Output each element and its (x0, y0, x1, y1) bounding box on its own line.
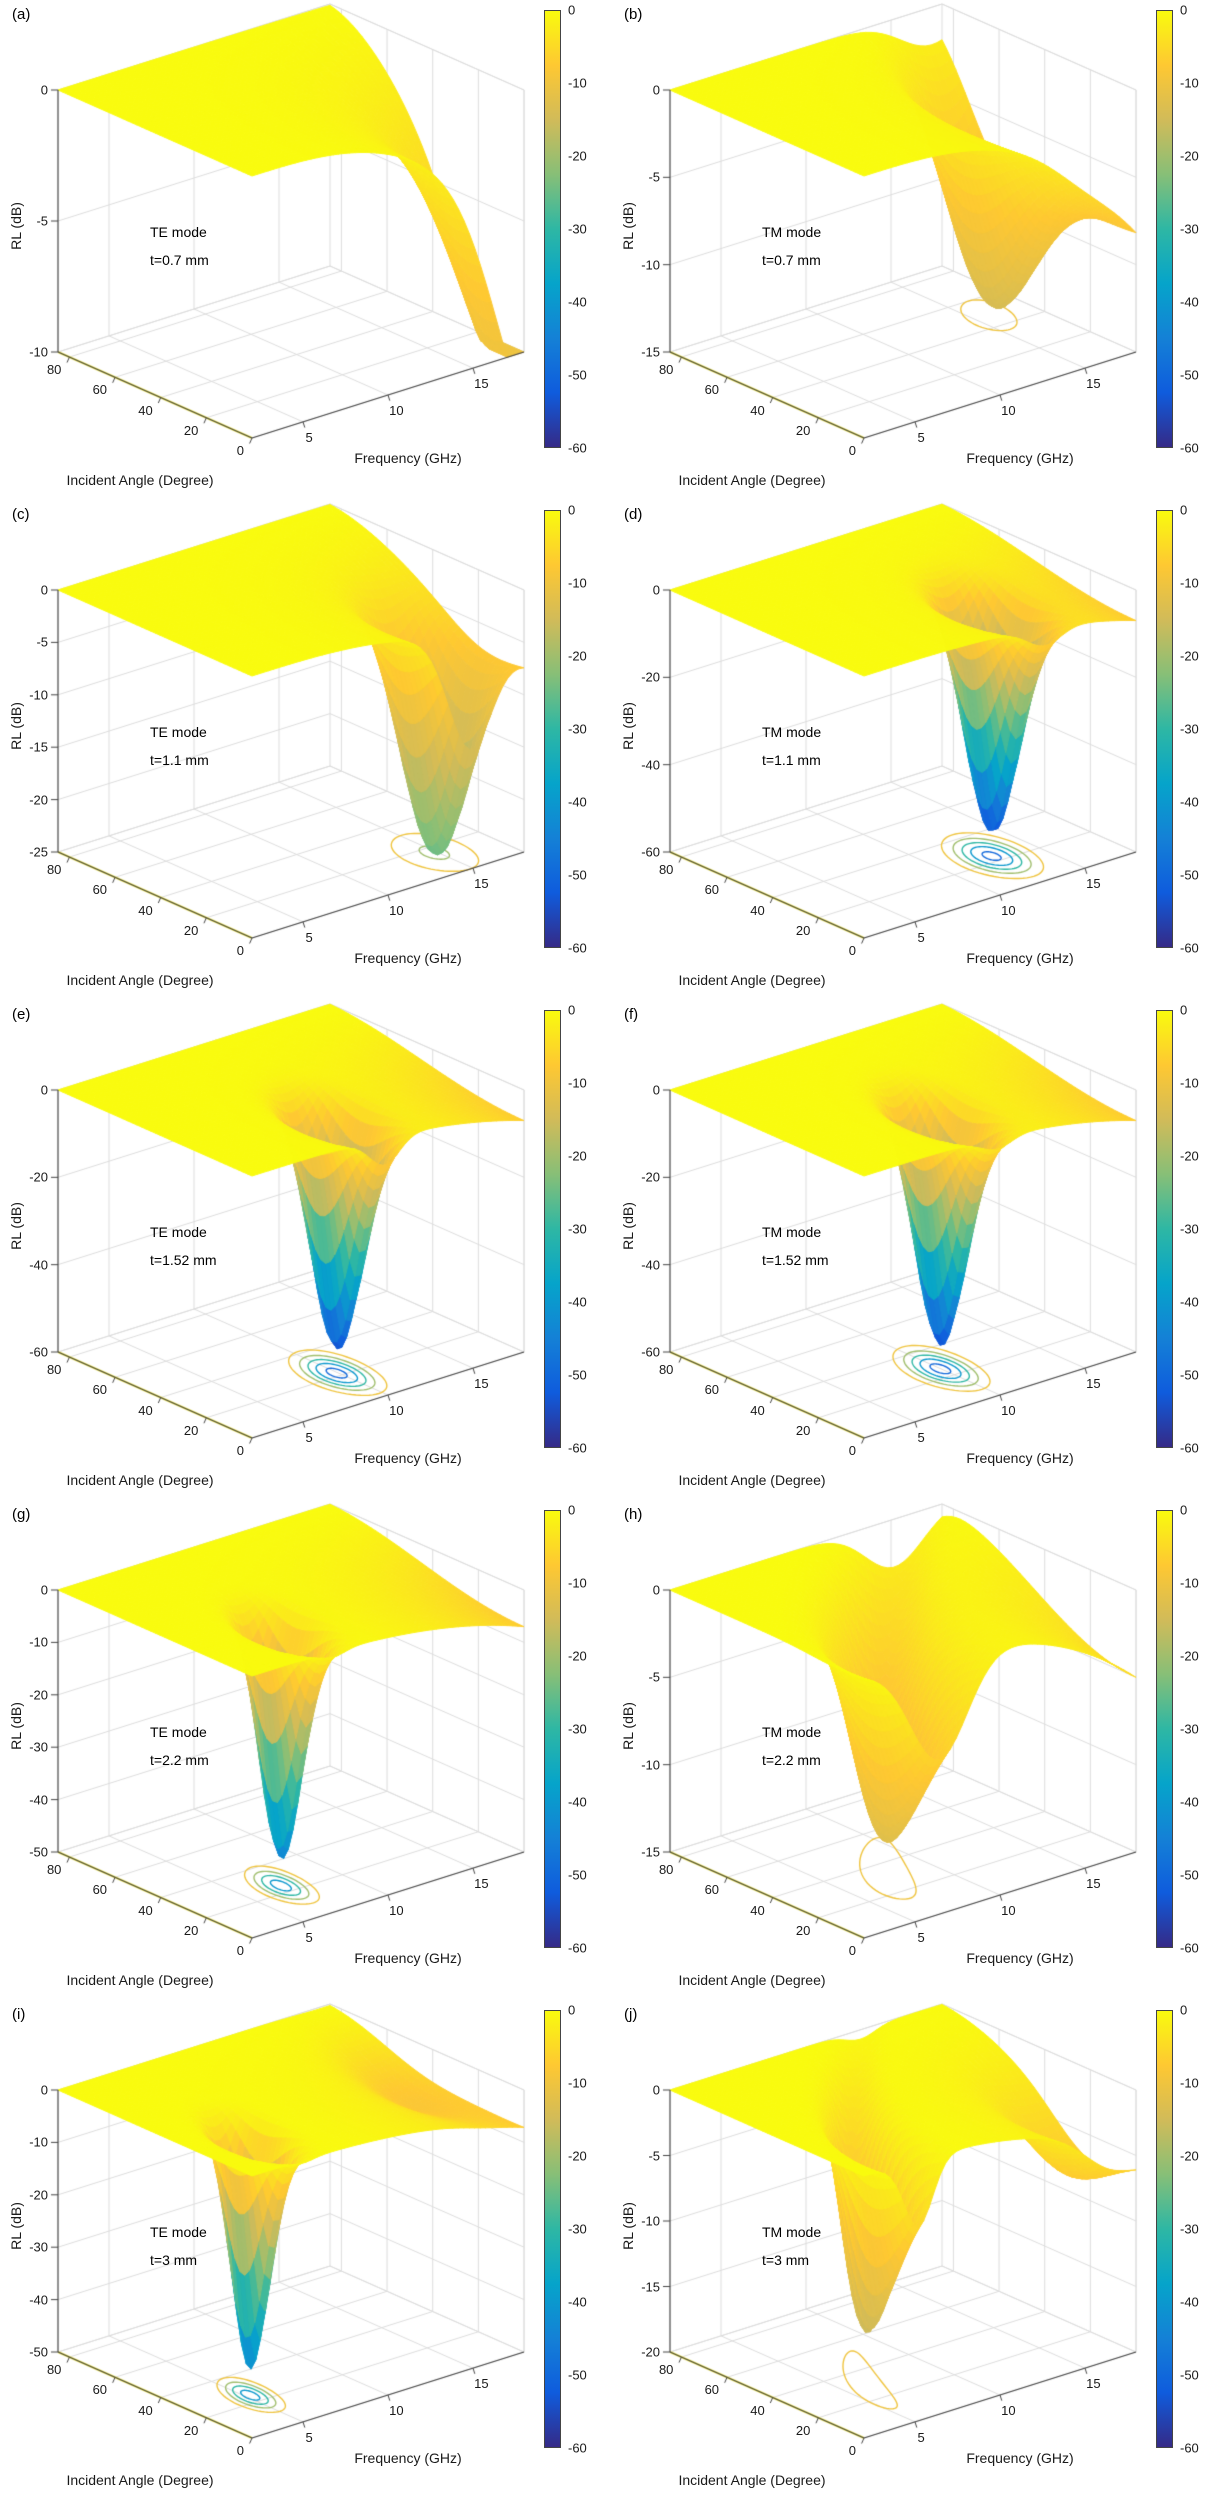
subplot-i: 5 10 15 0 20 40 60 80 0 -10 -20 -30 -40 -50 0 -10 -20 -30… (0, 2000, 612, 2500)
panel-label: (d) (624, 506, 643, 523)
thickness-label: t=0.7 mm (762, 252, 821, 268)
x-axis-label: Frequency (GHz) (966, 2450, 1074, 2466)
z-axis-label: RL (dB) (620, 702, 636, 750)
z-axis-label: RL (dB) (620, 202, 636, 250)
panel-label: (b) (624, 6, 643, 23)
y-axis-label: Incident Angle (Degree) (66, 472, 214, 488)
surface-plot-canvas (0, 500, 612, 1000)
thickness-label: t=0.7 mm (150, 252, 209, 268)
surface-plot-canvas (0, 2000, 612, 2500)
panel-label: (j) (624, 2006, 638, 2023)
subplot-b: 5 10 15 0 20 40 60 80 0 -5 -10 -15 0 -10 -20 -30 -40 -50-… (612, 0, 1224, 500)
thickness-label: t=1.52 mm (150, 1252, 217, 1268)
y-axis-label: Incident Angle (Degree) (66, 1472, 214, 1488)
z-axis-label: RL (dB) (8, 1202, 24, 1250)
mode-label: TE mode (150, 1224, 207, 1240)
surface-plot-canvas (0, 1000, 612, 1500)
colorbar (1156, 1010, 1173, 1448)
colorbar (544, 1010, 561, 1448)
thickness-label: t=1.52 mm (762, 1252, 829, 1268)
panel-label: (g) (12, 1506, 31, 1523)
x-axis-label: Frequency (GHz) (354, 1950, 462, 1966)
surface-plot-canvas (612, 0, 1224, 500)
x-axis-label: Frequency (GHz) (354, 2450, 462, 2466)
surface-plot-canvas (612, 2000, 1224, 2500)
subplot-f: 5 10 15 0 20 40 60 80 0 -20 -40 -60 0 -10 -20 -30 -40 -50… (612, 1000, 1224, 1500)
thickness-label: t=3 mm (150, 2252, 198, 2268)
y-axis-label: Incident Angle (Degree) (678, 972, 826, 988)
panel-label: (e) (12, 1006, 31, 1023)
colorbar (1156, 1510, 1173, 1948)
surface-plot-canvas (612, 1500, 1224, 2000)
x-axis-label: Frequency (GHz) (966, 1950, 1074, 1966)
colorbar (544, 510, 561, 948)
subplot-g: 5 10 15 0 20 40 60 80 0 -10 -20 -30 -40 -50 0 -10 -20 -30… (0, 1500, 612, 2000)
colorbar (544, 1510, 561, 1948)
panel-label: (f) (624, 1006, 639, 1023)
thickness-label: t=3 mm (762, 2252, 810, 2268)
colorbar (1156, 2010, 1173, 2448)
x-axis-label: Frequency (GHz) (966, 450, 1074, 466)
colorbar (544, 10, 561, 448)
x-axis-label: Frequency (GHz) (966, 950, 1074, 966)
subplot-h: 5 10 15 0 20 40 60 80 0 -5 -10 -15 0 -10 -20 -30 -40 -50-… (612, 1500, 1224, 2000)
z-axis-label: RL (dB) (8, 202, 24, 250)
subplot-c: 5 10 15 0 20 40 60 80 0 -5 -10 -15 -20 -25 0 -10 -20 -30-… (0, 500, 612, 1000)
x-axis-label: Frequency (GHz) (354, 1450, 462, 1466)
panel-label: (i) (12, 2006, 26, 2023)
panel-label: (h) (624, 1506, 643, 1523)
mode-label: TM mode (762, 2224, 822, 2240)
z-axis-label: RL (dB) (620, 1202, 636, 1250)
colorbar (1156, 510, 1173, 948)
x-axis-label: Frequency (GHz) (354, 450, 462, 466)
z-axis-label: RL (dB) (620, 2202, 636, 2250)
surface-plot-canvas (612, 500, 1224, 1000)
surface-plot-canvas (0, 0, 612, 500)
x-axis-label: Frequency (GHz) (354, 950, 462, 966)
thickness-label: t=2.2 mm (150, 1752, 209, 1768)
x-axis-label: Frequency (GHz) (966, 1450, 1074, 1466)
y-axis-label: Incident Angle (Degree) (678, 2472, 826, 2488)
z-axis-label: RL (dB) (620, 1702, 636, 1750)
colorbar (1156, 10, 1173, 448)
subplot-j: 5 10 15 0 20 40 60 80 0 -5 -10 -15 -20 0 -10 -20 -30 -40-… (612, 2000, 1224, 2500)
y-axis-label: Incident Angle (Degree) (678, 472, 826, 488)
thickness-label: t=1.1 mm (150, 752, 209, 768)
mode-label: TM mode (762, 1224, 822, 1240)
mode-label: TE mode (150, 724, 207, 740)
y-axis-label: Incident Angle (Degree) (66, 972, 214, 988)
surface-plot-canvas (0, 1500, 612, 2000)
subplot-d: 5 10 15 0 20 40 60 80 0 -20 -40 -60 0 -10 -20 -30 -40 -50… (612, 500, 1224, 1000)
panel-label: (c) (12, 506, 30, 523)
mode-label: TE mode (150, 1724, 207, 1740)
z-axis-label: RL (dB) (8, 702, 24, 750)
z-axis-label: RL (dB) (8, 2202, 24, 2250)
mode-label: TE mode (150, 2224, 207, 2240)
y-axis-label: Incident Angle (Degree) (678, 1472, 826, 1488)
thickness-label: t=1.1 mm (762, 752, 821, 768)
colorbar (544, 2010, 561, 2448)
y-axis-label: Incident Angle (Degree) (678, 1972, 826, 1988)
y-axis-label: Incident Angle (Degree) (66, 1972, 214, 1988)
panel-label: (a) (12, 6, 31, 23)
z-axis-label: RL (dB) (8, 1702, 24, 1750)
y-axis-label: Incident Angle (Degree) (66, 2472, 214, 2488)
subplot-a: 5 10 15 0 20 40 60 80 0 -5 -10 0 -10 -20 -30 -40 -50 -60 … (0, 0, 612, 500)
mode-label: TM mode (762, 724, 822, 740)
thickness-label: t=2.2 mm (762, 1752, 821, 1768)
mode-label: TM mode (762, 1724, 822, 1740)
mode-label: TM mode (762, 224, 822, 240)
surface-plot-canvas (612, 1000, 1224, 1500)
mode-label: TE mode (150, 224, 207, 240)
subplot-e: 5 10 15 0 20 40 60 80 0 -20 -40 -60 0 -10 -20 -30 -40 -50… (0, 1000, 612, 1500)
